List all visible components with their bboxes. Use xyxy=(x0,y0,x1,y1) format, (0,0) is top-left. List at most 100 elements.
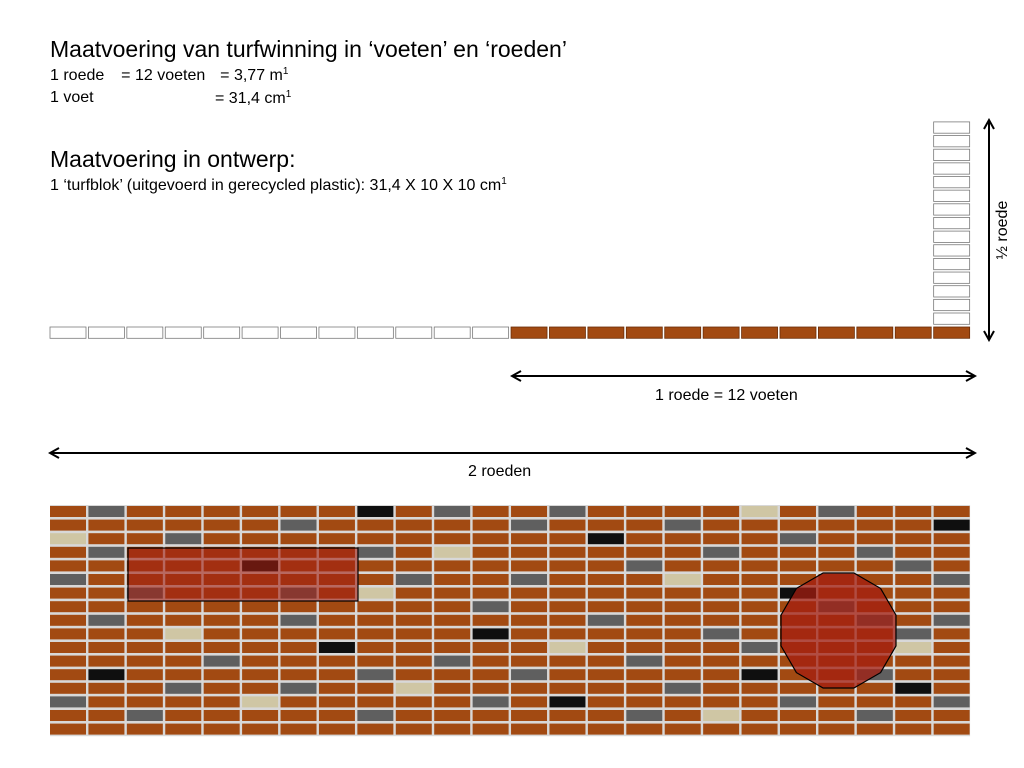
brick xyxy=(664,506,701,517)
brick xyxy=(779,519,816,531)
brick xyxy=(549,601,586,613)
brick xyxy=(664,696,701,708)
brick xyxy=(818,723,855,735)
black-brick xyxy=(88,669,125,681)
brick xyxy=(549,546,586,558)
brick xyxy=(472,614,509,626)
brick xyxy=(895,519,932,531)
brick xyxy=(242,533,279,545)
brick xyxy=(856,723,893,735)
brick xyxy=(587,546,624,558)
gray-brick xyxy=(856,546,893,558)
vertical-white-block xyxy=(933,230,971,243)
brick xyxy=(165,601,202,613)
vertical-block-stack xyxy=(933,121,971,325)
brick xyxy=(203,628,240,640)
brick xyxy=(88,628,125,640)
brick xyxy=(242,506,279,517)
brick xyxy=(126,533,163,545)
brick xyxy=(933,533,970,545)
brick xyxy=(703,655,740,667)
brick xyxy=(126,506,163,517)
brick xyxy=(165,642,202,653)
gray-brick xyxy=(895,560,932,572)
brick xyxy=(318,614,355,626)
brick xyxy=(779,710,816,721)
vertical-white-block xyxy=(933,285,971,298)
brick xyxy=(434,519,471,531)
vertical-white-block xyxy=(933,312,971,325)
brick xyxy=(280,628,317,640)
gray-brick xyxy=(664,519,701,531)
brick xyxy=(318,533,355,545)
brick xyxy=(511,560,548,572)
brick xyxy=(88,642,125,653)
brick xyxy=(357,642,394,653)
brick xyxy=(50,669,86,681)
brick xyxy=(779,723,816,735)
brick xyxy=(203,642,240,653)
brick xyxy=(126,642,163,653)
brick xyxy=(395,614,432,626)
brick xyxy=(895,506,932,517)
brick xyxy=(895,587,932,599)
brick xyxy=(587,560,624,572)
brick xyxy=(856,574,893,585)
brick xyxy=(472,546,509,558)
brick xyxy=(88,601,125,613)
brown-block xyxy=(549,326,586,339)
brick xyxy=(126,655,163,667)
brick xyxy=(933,628,970,640)
voet-footnote-mark: 1 xyxy=(285,89,292,100)
brick xyxy=(511,655,548,667)
brick xyxy=(895,533,932,545)
vertical-white-block xyxy=(933,148,971,161)
roede-in-meters: = 3,77 m xyxy=(220,67,283,84)
brick xyxy=(895,710,932,721)
gray-brick xyxy=(280,682,317,694)
brown-block xyxy=(741,326,778,339)
brick xyxy=(357,614,394,626)
brick xyxy=(818,546,855,558)
white-block xyxy=(395,326,433,339)
brick xyxy=(626,546,663,558)
brick xyxy=(664,601,701,613)
brick xyxy=(549,710,586,721)
brick xyxy=(203,506,240,517)
brick xyxy=(318,710,355,721)
brick xyxy=(395,601,432,613)
brick xyxy=(50,723,86,735)
white-block xyxy=(318,326,356,339)
brick xyxy=(741,560,778,572)
brown-block xyxy=(856,326,894,339)
brick xyxy=(703,533,740,545)
brick xyxy=(203,710,240,721)
brick xyxy=(88,682,125,694)
gray-brick xyxy=(50,574,86,585)
vertical-white-block xyxy=(933,244,971,257)
brick xyxy=(933,642,970,653)
vertical-white-block xyxy=(933,271,971,284)
brick xyxy=(126,723,163,735)
voet-label: 1 voet xyxy=(50,89,94,106)
beige-brick xyxy=(549,642,586,653)
brick xyxy=(357,574,394,585)
label-two-roeden: 2 roeden xyxy=(468,463,532,480)
brick xyxy=(818,533,855,545)
brick xyxy=(664,723,701,735)
brick xyxy=(88,574,125,585)
gray-brick xyxy=(395,574,432,585)
brick xyxy=(587,642,624,653)
gray-brick xyxy=(933,614,970,626)
brick xyxy=(203,614,240,626)
brick xyxy=(203,669,240,681)
brick xyxy=(88,587,125,599)
brick xyxy=(895,696,932,708)
brick xyxy=(472,533,509,545)
brick xyxy=(242,642,279,653)
brick xyxy=(741,682,778,694)
brick xyxy=(664,587,701,599)
gray-brick xyxy=(779,696,816,708)
gray-brick xyxy=(203,655,240,667)
brick-pattern xyxy=(50,505,971,737)
